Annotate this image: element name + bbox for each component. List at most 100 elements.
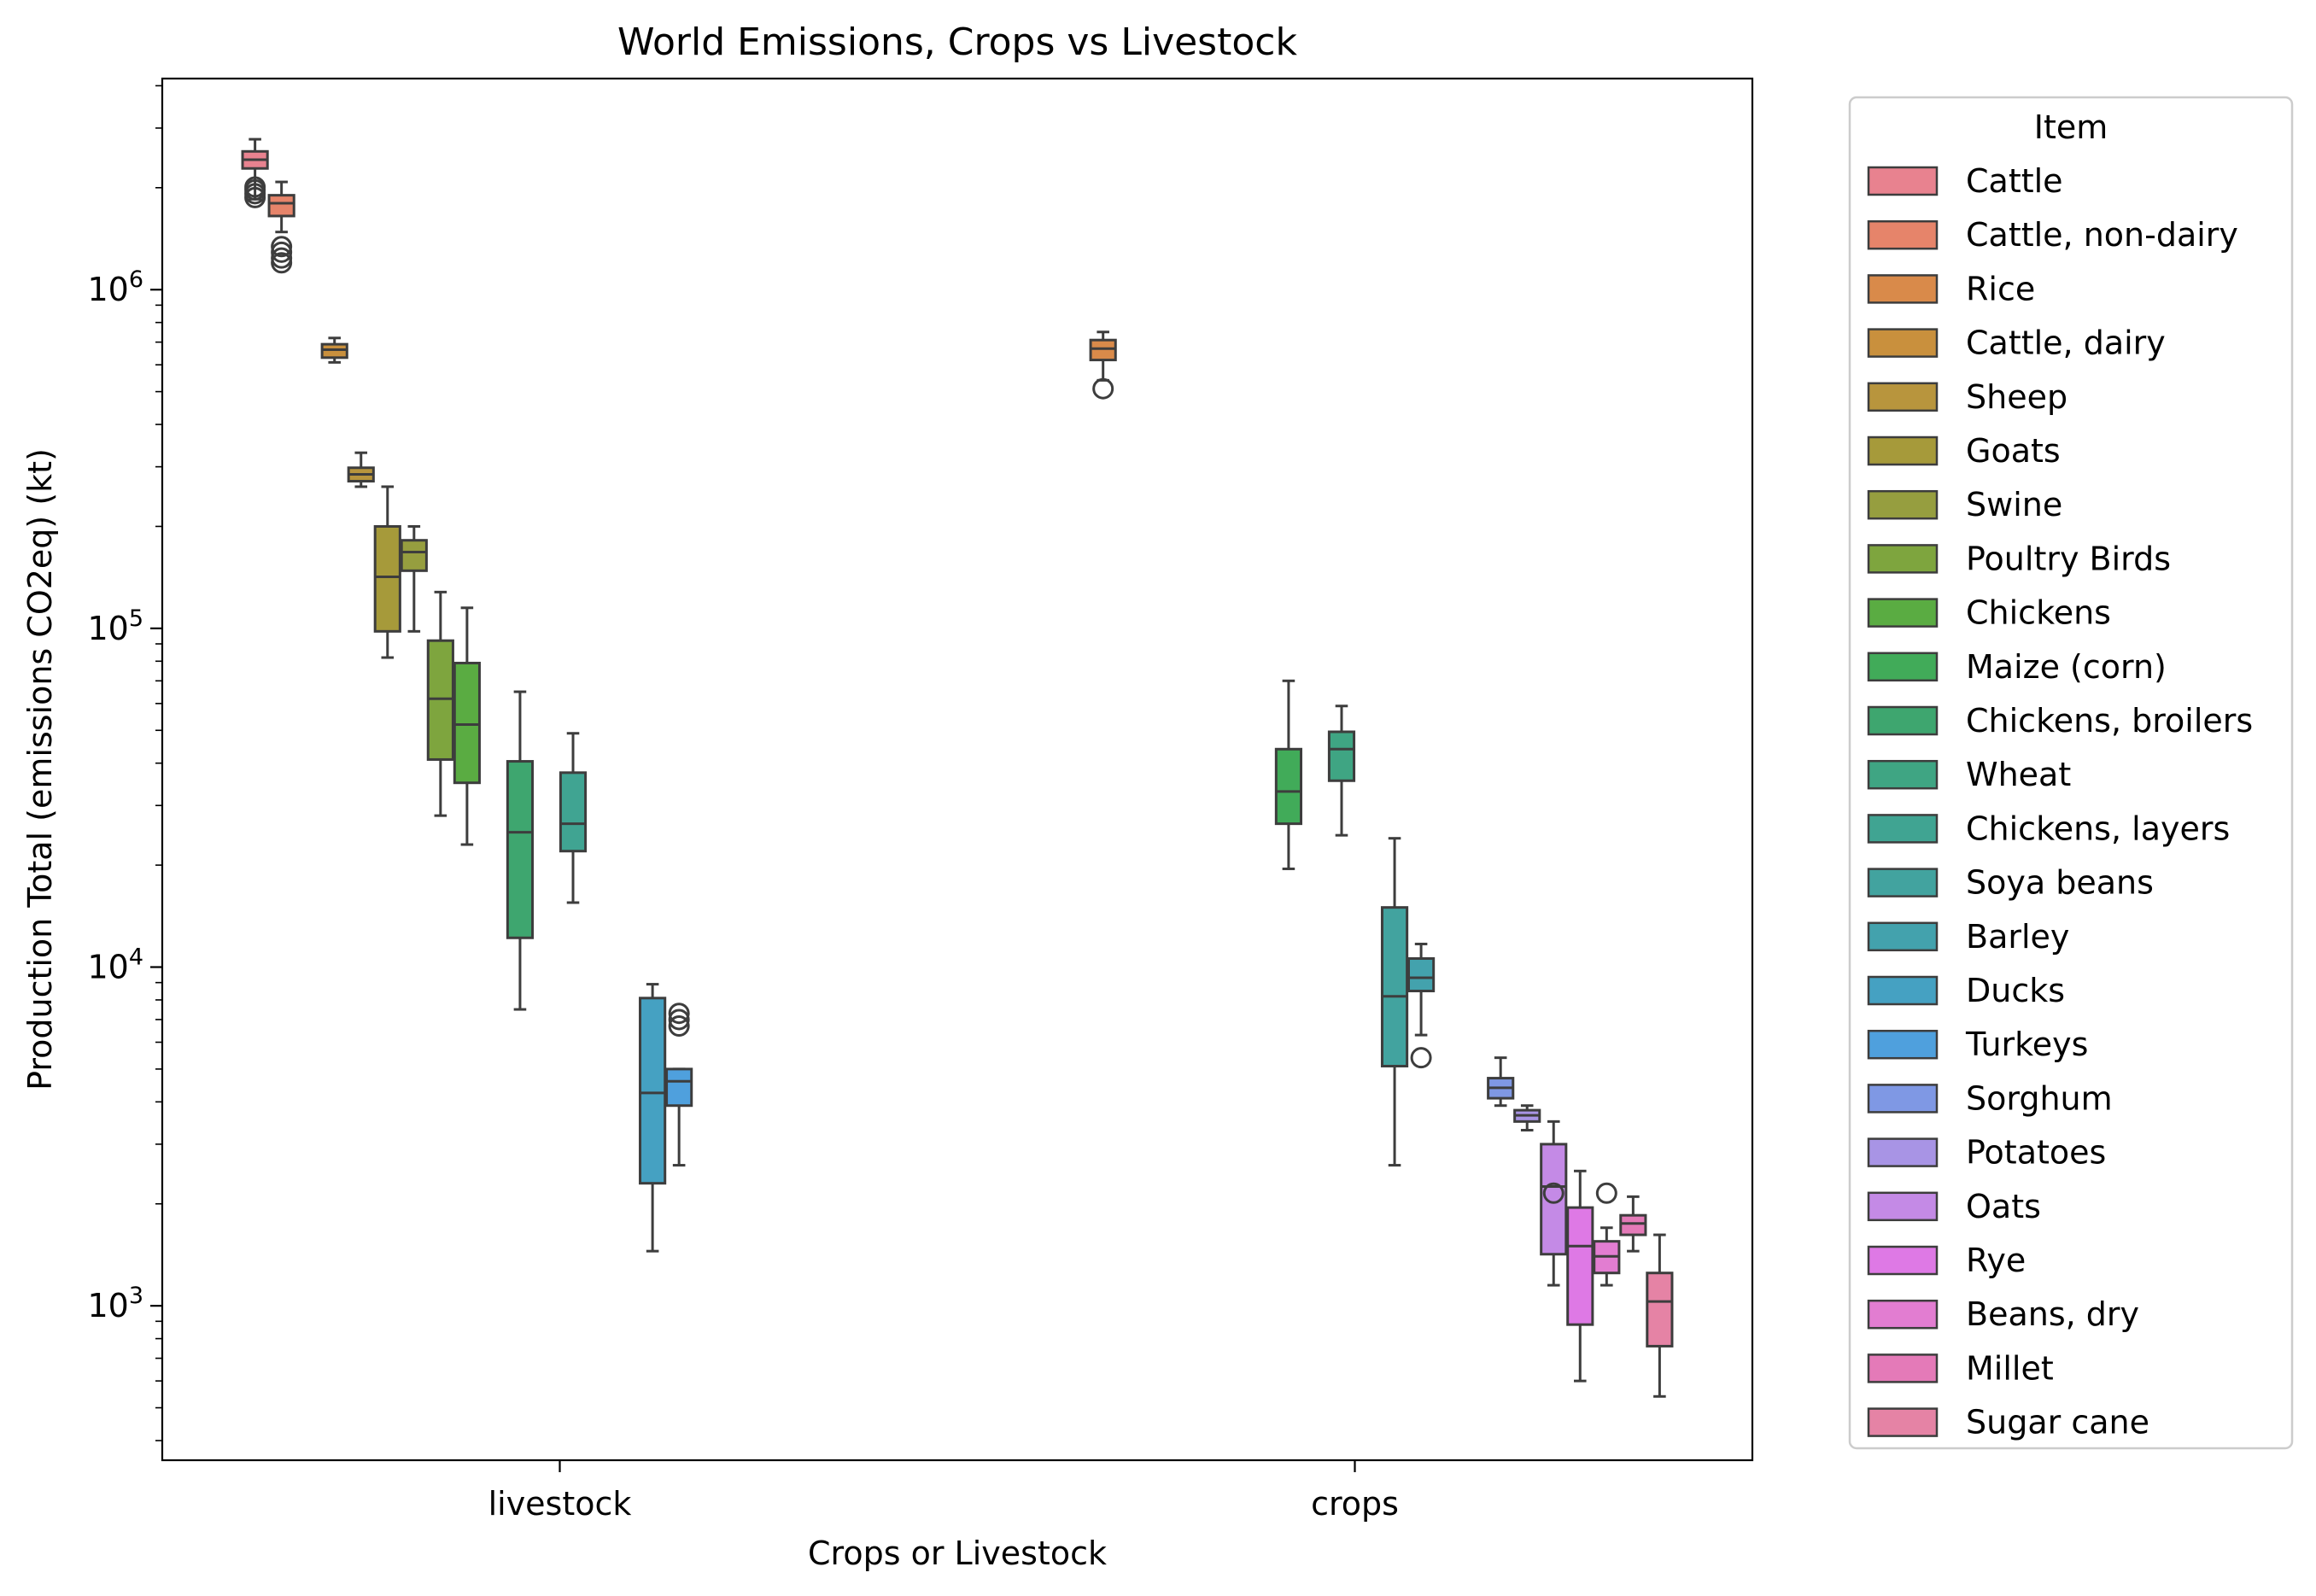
outlier-marker — [1595, 1182, 1617, 1204]
legend-swatch — [1867, 382, 1939, 412]
legend-swatch — [1867, 166, 1939, 196]
legend-frame — [1848, 96, 2294, 1450]
box-group — [665, 1003, 693, 1167]
box-plots — [241, 137, 1674, 1398]
box-group — [373, 485, 401, 659]
chart-title: World Emissions, Crops vs Livestock — [617, 20, 1297, 64]
legend-swatch — [1867, 814, 1939, 844]
box-group — [267, 180, 295, 274]
legend-entry: Soya beans — [1867, 864, 2154, 902]
legend-label: Cattle — [1966, 162, 2063, 200]
box — [1089, 338, 1117, 362]
box-group — [347, 451, 375, 488]
legend-swatch — [1867, 868, 1939, 897]
outlier-marker — [244, 176, 266, 198]
legend-label: Rice — [1966, 270, 2035, 307]
box — [373, 524, 401, 633]
box-group — [1487, 1056, 1515, 1108]
outlier-marker — [668, 1008, 690, 1031]
box — [1407, 956, 1436, 993]
legend-swatch — [1867, 1137, 1939, 1167]
legend-entry: Sheep — [1867, 378, 2067, 416]
box-group — [1089, 330, 1117, 400]
y-tick-label: 104 — [87, 944, 143, 986]
box-group — [1619, 1195, 1647, 1253]
box — [665, 1067, 693, 1108]
legend-entry: Barley — [1867, 918, 2069, 956]
legend-label: Soya beans — [1966, 864, 2154, 902]
legend-label: Sorghum — [1966, 1079, 2113, 1117]
legend-label: Ducks — [1966, 972, 2065, 1009]
legend-label: Poultry Birds — [1966, 540, 2171, 577]
legend-swatch — [1867, 544, 1939, 574]
box — [400, 539, 428, 572]
box — [1619, 1213, 1647, 1236]
box-group — [1540, 1120, 1568, 1287]
legend-entry: Cattle, non-dairy — [1867, 216, 2238, 254]
legend-label: Potatoes — [1966, 1134, 2106, 1172]
legend-label: Cattle, non-dairy — [1966, 216, 2238, 254]
legend-swatch — [1867, 219, 1939, 250]
plot-frame — [161, 77, 1754, 1462]
x-tick-label: livestock — [488, 1485, 632, 1523]
outlier-marker — [271, 236, 293, 258]
legend-label: Chickens — [1966, 594, 2111, 632]
legend-label: Beans, dry — [1966, 1295, 2139, 1333]
box-group — [453, 606, 481, 846]
box — [1566, 1206, 1594, 1326]
outlier-marker — [668, 1014, 690, 1037]
box-group — [1380, 837, 1409, 1167]
box-group — [559, 732, 588, 904]
outlier-marker — [668, 1003, 690, 1025]
legend-entry: Cattle, dairy — [1867, 324, 2166, 362]
legend-swatch — [1867, 705, 1939, 736]
legend-entry: Potatoes — [1867, 1134, 2106, 1172]
y-axis-label: Production Total (emissions CO2eq) (kt) — [21, 448, 59, 1090]
box — [1646, 1272, 1674, 1348]
outlier-marker — [1542, 1182, 1564, 1204]
box — [1274, 747, 1303, 826]
legend-entry: Sorghum — [1867, 1079, 2113, 1117]
y-tick-label: 103 — [87, 1283, 143, 1324]
box — [453, 661, 481, 785]
legend-swatch — [1867, 1353, 1939, 1383]
legend-label: Chickens, layers — [1966, 810, 2230, 847]
box-group — [1274, 679, 1303, 870]
legend: Item Cattle Cattle, non-dairy Rice Cattle, … — [1848, 96, 2294, 1450]
box-group — [241, 137, 269, 208]
box — [267, 194, 295, 218]
legend-entry: Chickens, broilers — [1867, 702, 2253, 740]
legend-swatch — [1867, 1245, 1939, 1276]
legend-entry: Poultry Birds — [1867, 540, 2171, 577]
legend-label: Cattle, dairy — [1966, 324, 2166, 362]
box-group — [1593, 1182, 1621, 1287]
legend-label: Goats — [1966, 432, 2061, 470]
box — [426, 639, 454, 761]
legend-swatch — [1867, 652, 1939, 682]
legend-label: Wheat — [1966, 756, 2071, 793]
box — [1327, 730, 1356, 782]
outlier-marker — [1410, 1047, 1432, 1069]
box-group — [1327, 704, 1356, 837]
legend-label: Rye — [1966, 1242, 2026, 1279]
box-group — [1407, 942, 1436, 1069]
legend-label: Sugar cane — [1966, 1404, 2149, 1441]
legend-entry: Rye — [1867, 1242, 2026, 1279]
legend-swatch — [1867, 1084, 1939, 1114]
legend-entry: Millet — [1867, 1349, 2054, 1387]
outlier-marker — [271, 241, 293, 263]
x-axis-label: Crops or Livestock — [808, 1535, 1107, 1572]
box-group — [1566, 1169, 1594, 1383]
box — [559, 771, 588, 853]
legend-swatch — [1867, 1029, 1939, 1060]
legend-swatch — [1867, 328, 1939, 358]
box — [506, 760, 535, 939]
box-group — [1646, 1233, 1674, 1398]
legend-entry: Wheat — [1867, 756, 2071, 793]
legend-label: Maize (corn) — [1966, 648, 2167, 686]
box-group — [320, 336, 348, 364]
outlier-marker — [1092, 377, 1114, 400]
legend-entry: Goats — [1867, 432, 2061, 470]
legend-entry: Chickens, layers — [1867, 810, 2230, 847]
legend-entry: Turkeys — [1867, 1026, 2088, 1063]
